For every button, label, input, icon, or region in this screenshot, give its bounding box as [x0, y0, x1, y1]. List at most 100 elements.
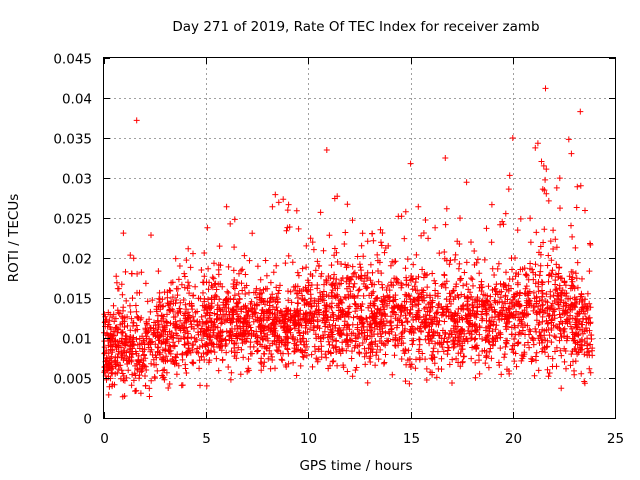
data-point [402, 378, 409, 385]
data-point [436, 339, 443, 346]
data-point [554, 296, 561, 303]
data-point [308, 316, 315, 323]
data-point [373, 313, 380, 320]
data-point [245, 365, 252, 372]
data-point [119, 329, 126, 336]
data-point [478, 278, 485, 285]
data-point [360, 253, 367, 260]
data-point [402, 315, 409, 322]
data-point [514, 279, 521, 286]
data-point [402, 347, 409, 354]
data-point [451, 317, 458, 324]
data-point [378, 318, 385, 325]
data-point [549, 355, 556, 362]
data-point [552, 281, 559, 288]
data-point [283, 308, 290, 315]
data-point [118, 281, 125, 288]
data-point [444, 347, 451, 354]
data-point [245, 323, 252, 330]
data-point [398, 309, 405, 316]
data-point [210, 344, 217, 350]
data-point [252, 309, 259, 316]
data-point [454, 334, 461, 341]
data-point [447, 293, 454, 300]
data-point [410, 275, 416, 282]
data-point [325, 365, 332, 372]
data-point [382, 245, 389, 251]
data-point [422, 312, 429, 318]
data-point [264, 310, 271, 317]
data-point [426, 299, 433, 306]
data-point [446, 298, 453, 305]
data-point [569, 348, 576, 355]
data-point [274, 299, 281, 306]
data-point [280, 196, 287, 203]
data-point [381, 249, 388, 256]
data-point [198, 337, 205, 344]
data-point [411, 296, 418, 303]
data-point [587, 304, 594, 311]
data-point [318, 296, 325, 303]
data-point [201, 356, 208, 363]
data-point [536, 320, 543, 326]
data-point [489, 314, 495, 321]
data-point [352, 367, 359, 374]
data-point [556, 305, 563, 312]
data-point [115, 366, 122, 373]
data-point [400, 340, 407, 347]
data-point [204, 309, 211, 316]
data-point [521, 342, 528, 348]
data-point [526, 331, 532, 338]
data-point [216, 243, 223, 250]
data-point [467, 335, 474, 342]
data-point [553, 286, 560, 293]
data-point [527, 215, 534, 222]
data-point [516, 292, 523, 299]
data-point [495, 260, 502, 267]
data-point [573, 275, 580, 282]
data-point [192, 338, 199, 345]
data-point [445, 334, 452, 341]
data-point [282, 260, 289, 267]
data-point [162, 340, 169, 347]
data-point [494, 335, 501, 342]
data-point [272, 327, 279, 334]
data-point [347, 337, 354, 344]
data-point [205, 296, 211, 303]
data-point [307, 271, 314, 278]
data-point [574, 351, 581, 358]
data-point [490, 338, 497, 344]
data-point [201, 250, 208, 256]
data-point [243, 282, 250, 289]
data-point [346, 326, 353, 333]
data-point [236, 296, 243, 303]
data-point [367, 277, 374, 284]
data-point [412, 287, 419, 294]
data-point [114, 285, 121, 292]
data-point [504, 337, 511, 344]
data-point [273, 262, 280, 269]
data-point [582, 207, 588, 214]
data-point [117, 321, 124, 328]
data-point [572, 315, 579, 322]
data-point [228, 335, 235, 342]
data-point [239, 340, 246, 347]
y-tick-label: 0.02 [62, 252, 92, 268]
data-point [471, 248, 478, 254]
data-point [278, 312, 285, 319]
data-point [550, 227, 557, 234]
data-point [123, 297, 130, 304]
data-point [299, 316, 306, 323]
data-point [582, 310, 588, 317]
data-point [415, 203, 422, 210]
data-point [533, 328, 540, 335]
data-point [253, 338, 260, 345]
data-point [432, 340, 439, 347]
data-point [189, 359, 196, 366]
y-tick-label: 0.025 [53, 212, 92, 228]
data-point [279, 357, 286, 364]
data-point [520, 314, 527, 321]
data-point [485, 364, 492, 371]
data-point [127, 327, 134, 334]
data-point [486, 348, 493, 355]
